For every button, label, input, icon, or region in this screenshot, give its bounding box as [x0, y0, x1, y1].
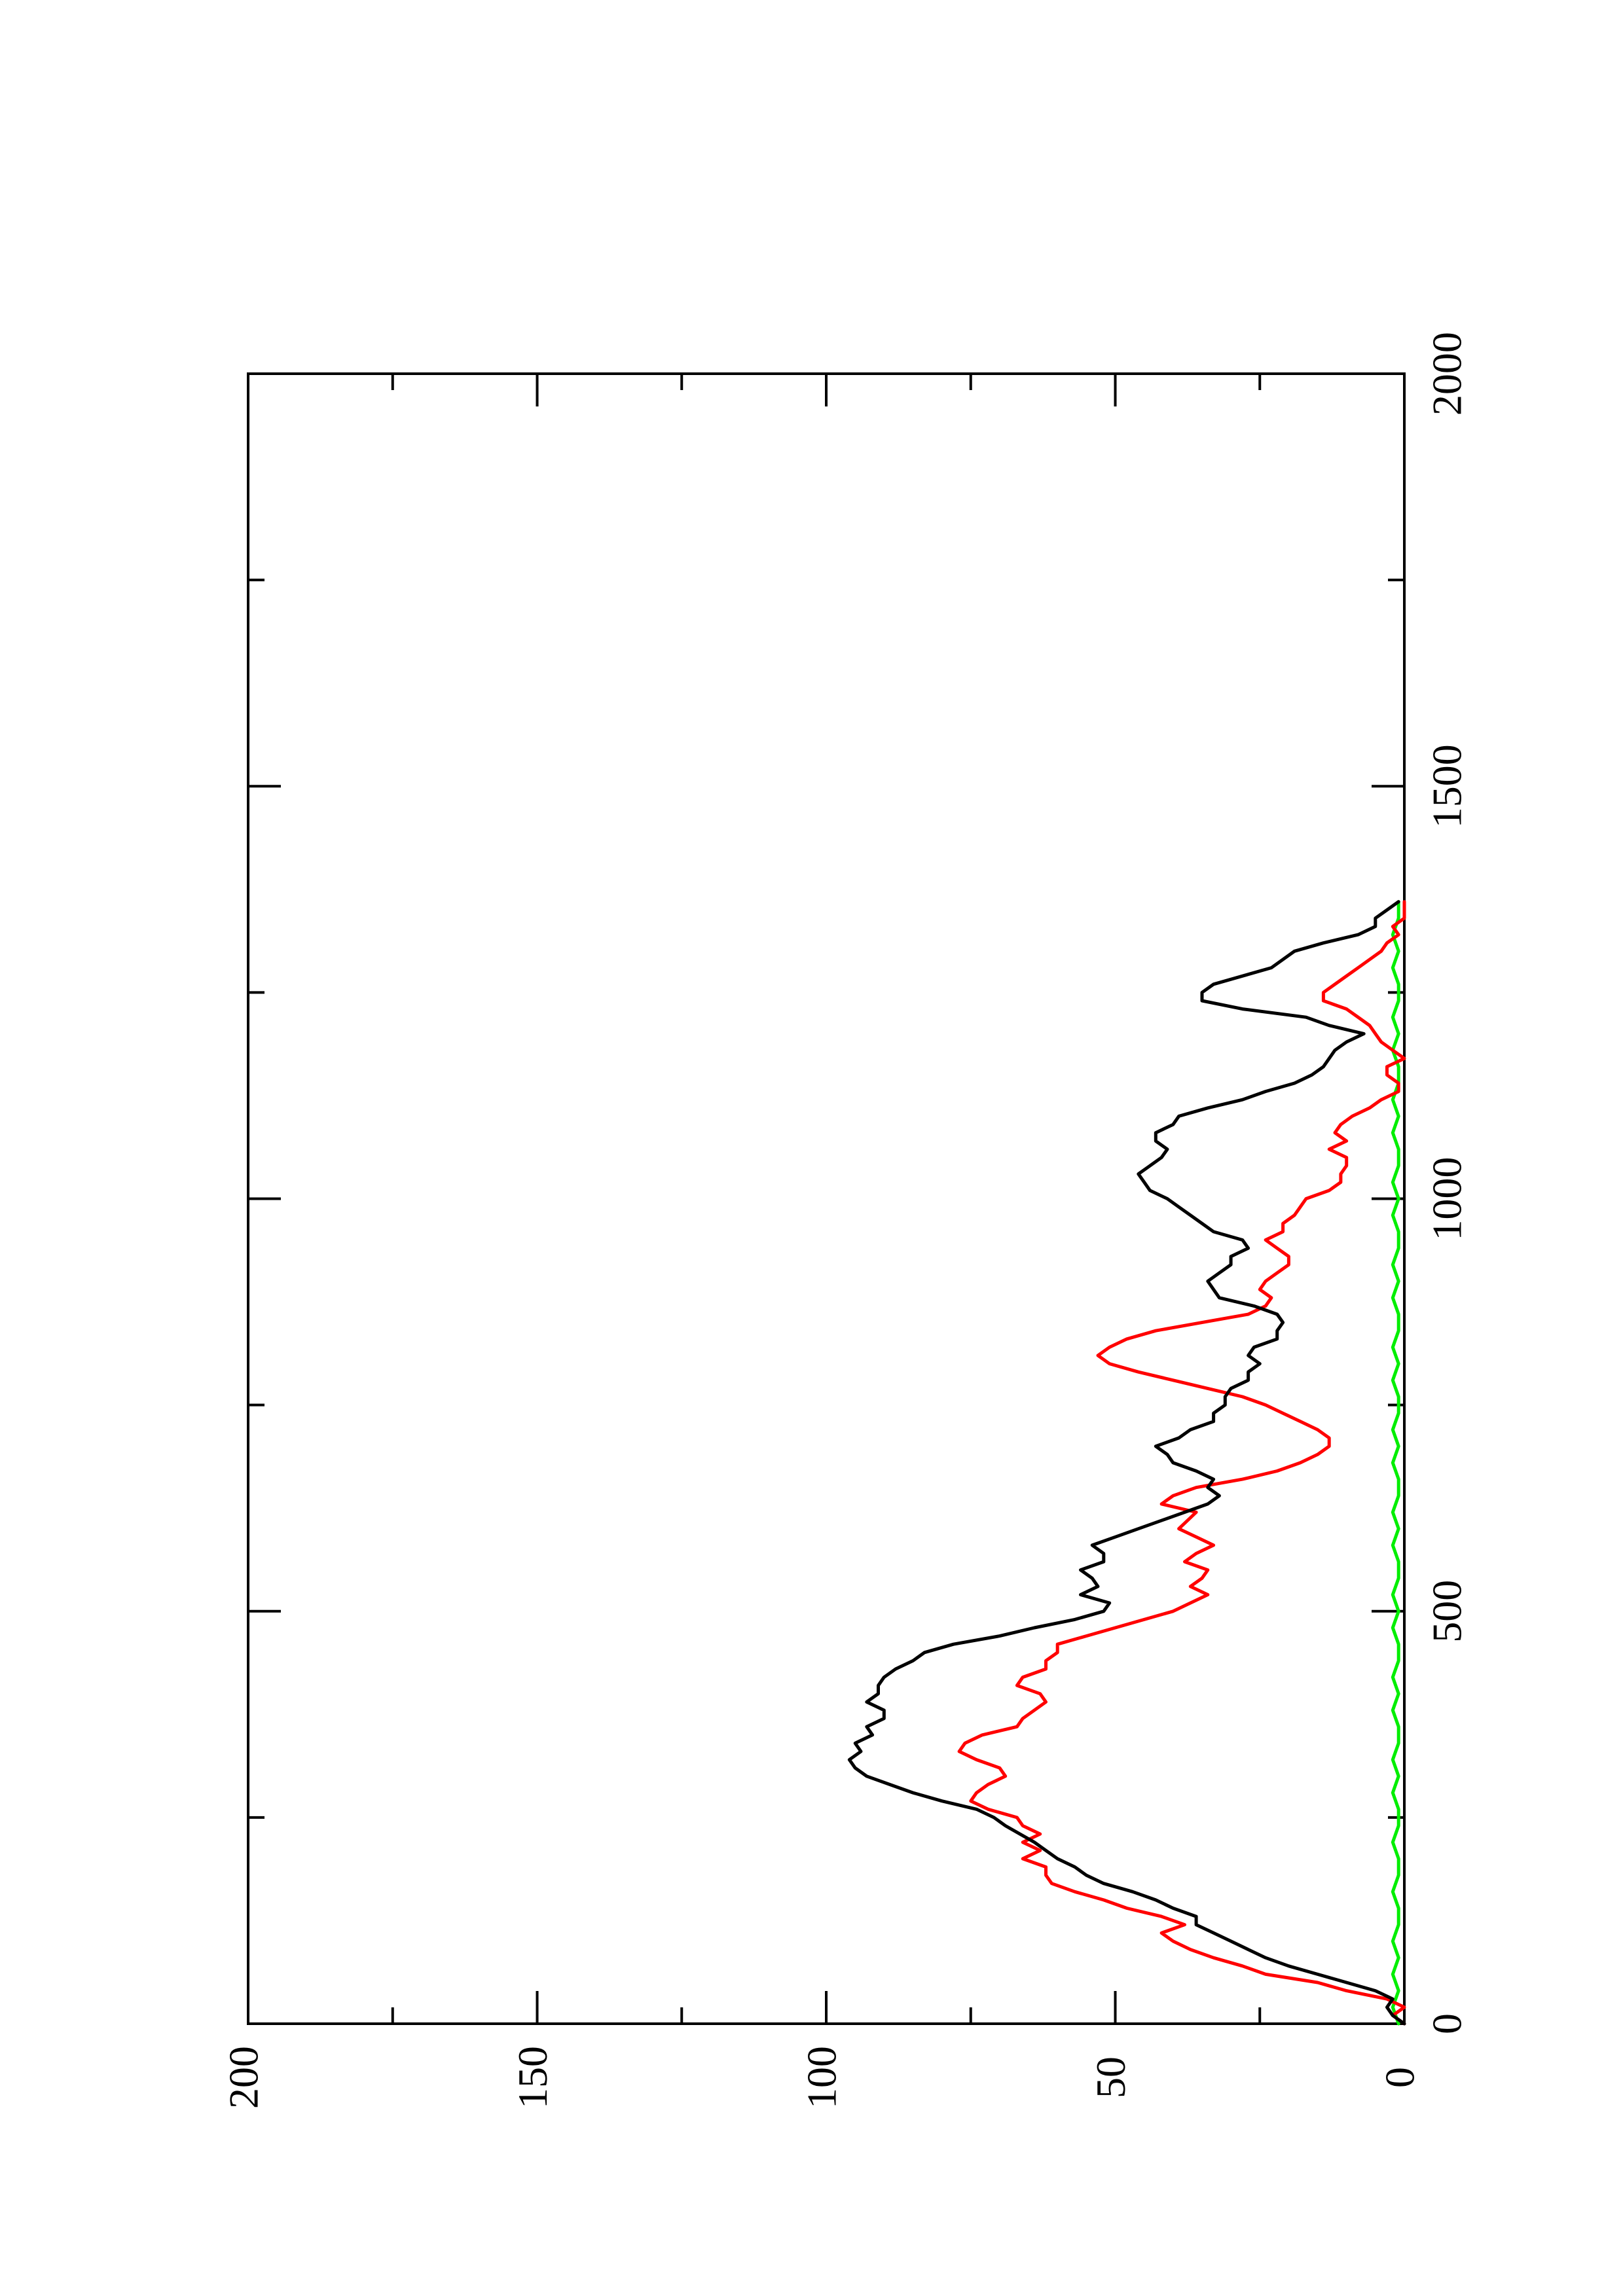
y-tick-label: 0 [1377, 2067, 1423, 2088]
x-tick-label: 0 [1424, 2013, 1470, 2034]
series-line-1 [957, 900, 1406, 2026]
x-tick-label: 500 [1424, 1580, 1470, 1643]
series-layer [847, 900, 1406, 2026]
x-tick-label: 1000 [1424, 1157, 1470, 1241]
series-line-0 [847, 900, 1406, 2026]
plot-frame [247, 372, 1406, 2025]
x-tick-label: 1500 [1424, 744, 1470, 828]
series-line-2 [1391, 900, 1400, 2026]
y-ticks: 0 50 100 150 200 [221, 374, 1423, 2109]
y-tick-label: 100 [799, 2046, 845, 2109]
y-tick-label: 50 [1087, 2056, 1134, 2098]
y-tick-label: 200 [221, 2046, 267, 2109]
y-tick-label: 150 [509, 2046, 556, 2109]
x-ticks: 0 500 1000 1500 2000 [248, 332, 1470, 2034]
x-tick-label: 2000 [1424, 332, 1470, 416]
